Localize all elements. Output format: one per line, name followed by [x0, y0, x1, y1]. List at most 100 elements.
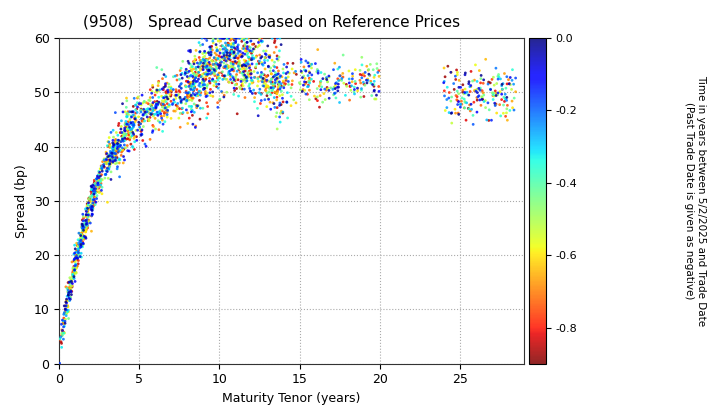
Point — [77, 239, 89, 246]
Point — [269, 49, 280, 56]
Point — [203, 48, 215, 55]
Point — [196, 79, 207, 86]
Point — [122, 126, 134, 132]
Point — [157, 117, 168, 123]
Point — [477, 94, 488, 101]
Point — [449, 86, 460, 93]
Point — [491, 80, 503, 87]
Point — [86, 186, 97, 193]
Point — [94, 169, 105, 176]
Point — [72, 257, 84, 263]
Point — [348, 89, 360, 95]
Point — [474, 85, 486, 92]
Point — [276, 108, 287, 115]
Point — [138, 116, 149, 123]
Point — [94, 172, 105, 178]
Point — [153, 79, 164, 86]
Point — [166, 101, 178, 108]
Point — [197, 71, 208, 78]
Point — [181, 94, 193, 101]
Point — [234, 66, 246, 72]
Point — [85, 188, 96, 195]
Point — [84, 195, 95, 202]
Point — [166, 88, 177, 95]
Point — [215, 57, 226, 64]
Point — [203, 71, 215, 77]
Point — [176, 100, 187, 106]
Point — [110, 136, 122, 143]
Point — [319, 71, 330, 78]
Point — [443, 94, 454, 101]
Point — [371, 92, 382, 99]
Point — [130, 110, 141, 116]
Point — [69, 269, 81, 276]
Point — [199, 53, 210, 60]
Point — [60, 302, 71, 309]
Point — [91, 192, 103, 199]
Point — [256, 61, 268, 68]
Point — [135, 121, 146, 127]
Point — [228, 52, 240, 59]
Point — [444, 109, 455, 116]
Point — [197, 54, 209, 61]
Point — [207, 58, 218, 65]
Point — [122, 125, 134, 131]
Point — [57, 320, 68, 327]
Point — [493, 74, 505, 80]
Point — [236, 63, 248, 69]
Point — [94, 188, 106, 195]
Point — [112, 163, 123, 170]
Point — [462, 105, 474, 112]
Point — [445, 98, 456, 105]
Point — [253, 58, 264, 65]
Point — [104, 148, 116, 155]
Point — [156, 66, 168, 73]
Point — [223, 35, 235, 42]
Point — [86, 184, 98, 190]
Point — [170, 73, 181, 79]
Point — [300, 58, 312, 64]
Point — [221, 42, 233, 48]
Point — [271, 64, 283, 71]
Point — [217, 50, 229, 57]
Point — [176, 75, 188, 81]
Point — [321, 84, 333, 91]
Point — [86, 206, 97, 213]
Point — [60, 312, 72, 319]
Point — [73, 260, 84, 267]
Point — [76, 220, 88, 227]
Point — [81, 222, 93, 229]
Point — [244, 62, 256, 69]
Point — [78, 233, 90, 240]
Point — [73, 245, 84, 252]
Point — [159, 105, 171, 112]
Point — [281, 99, 292, 105]
Point — [369, 78, 380, 85]
Point — [369, 72, 380, 79]
Point — [224, 52, 235, 59]
Point — [228, 55, 240, 61]
Point — [68, 263, 80, 270]
Point — [126, 127, 138, 134]
Point — [273, 79, 284, 86]
Point — [271, 44, 282, 50]
Point — [228, 50, 239, 57]
Point — [277, 78, 289, 84]
Point — [127, 144, 139, 151]
Point — [138, 106, 149, 113]
Point — [201, 70, 212, 76]
Point — [499, 98, 510, 105]
Point — [186, 82, 197, 89]
Point — [228, 37, 240, 43]
Point — [257, 62, 269, 68]
Point — [269, 104, 281, 111]
Point — [202, 63, 213, 69]
Point — [132, 94, 143, 101]
Point — [271, 52, 283, 59]
Point — [160, 105, 171, 111]
Point — [186, 82, 198, 89]
Point — [56, 344, 68, 351]
Point — [201, 57, 212, 64]
Point — [75, 244, 86, 250]
Point — [258, 75, 270, 82]
